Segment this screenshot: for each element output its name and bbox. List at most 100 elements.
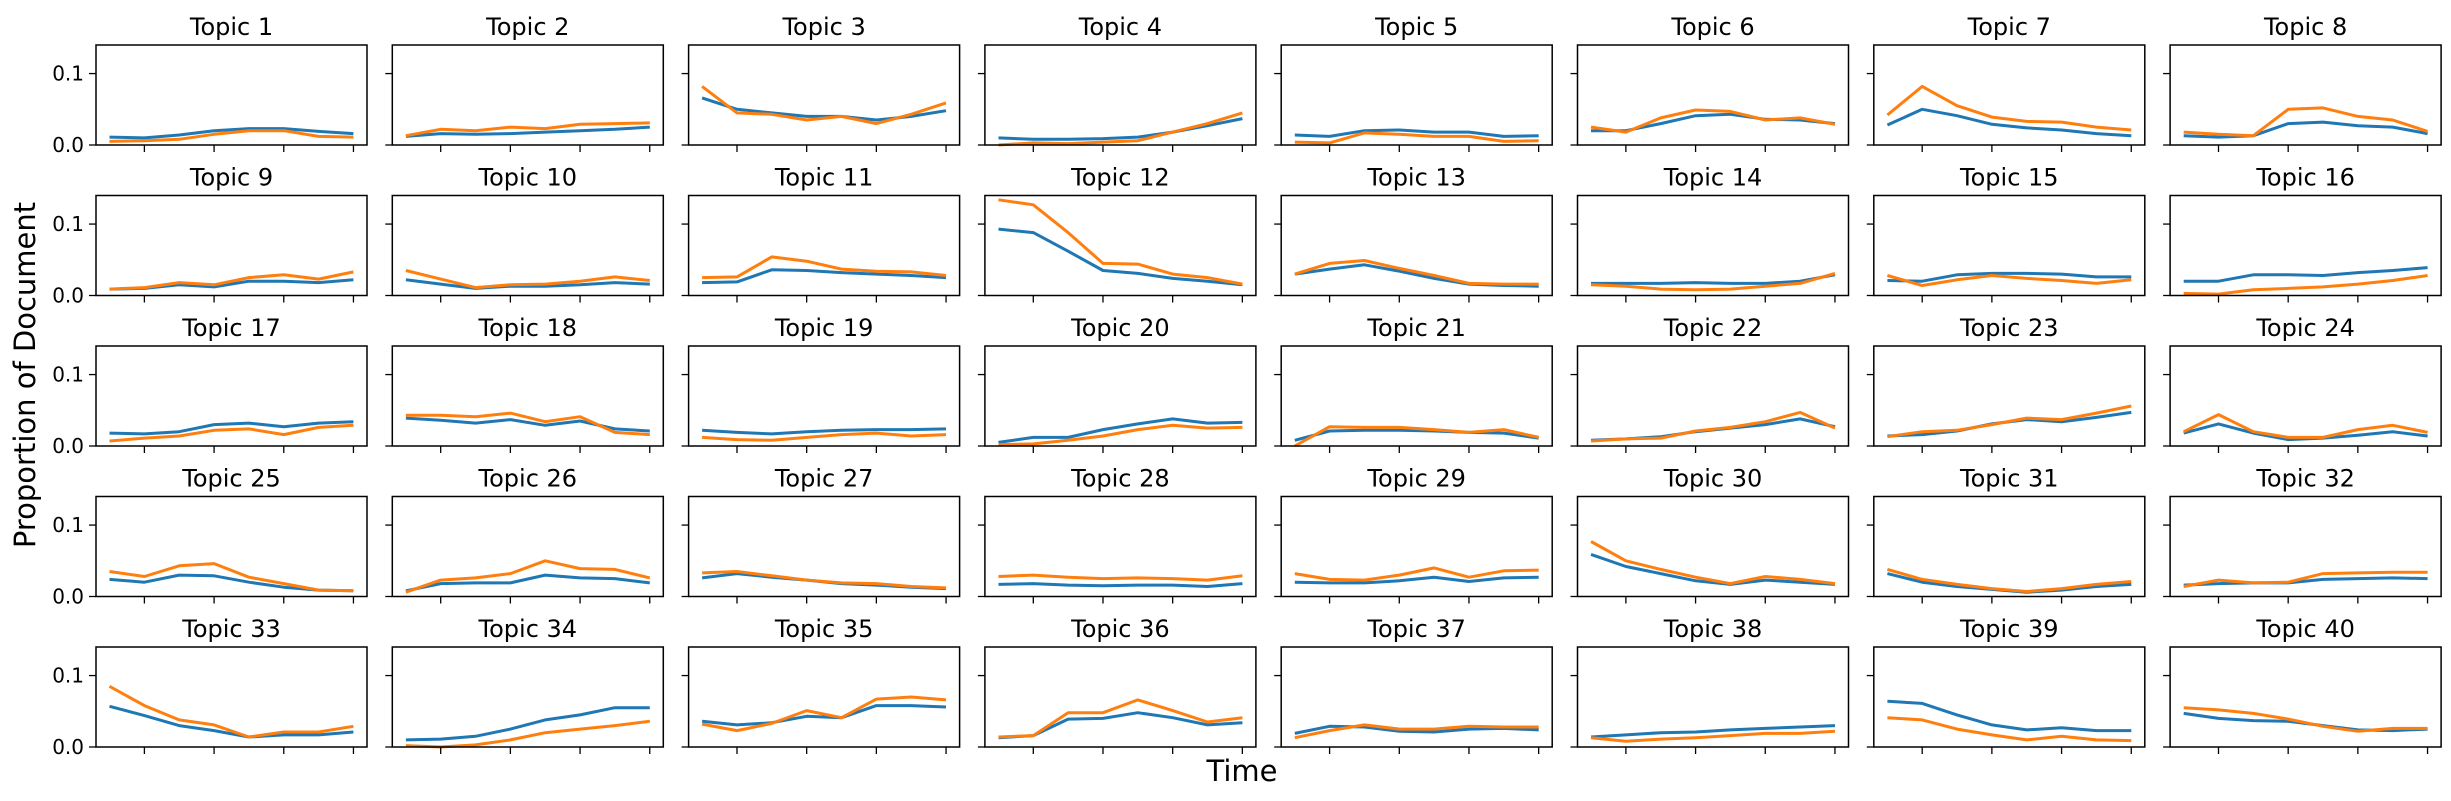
panel-frame: [1280, 44, 1553, 146]
topic-panel: Topic 14: [1570, 164, 1850, 303]
panel-title: Topic 39: [1959, 615, 2059, 643]
series-line: [1590, 108, 1836, 134]
panel-frame: [2169, 194, 2442, 297]
series-line: [702, 570, 947, 590]
series-line: [702, 427, 947, 436]
topic-panel: Topic 24: [2163, 314, 2442, 453]
series-line: [1294, 723, 1539, 740]
series-line: [109, 127, 354, 140]
topic-panel: Topic 17 0.0 0.1: [52, 314, 368, 458]
panel-title: Topic 9: [189, 164, 273, 192]
series-line: [2183, 413, 2428, 439]
panel-frame: [984, 495, 1257, 598]
panel-title: Topic 33: [181, 615, 281, 643]
panel-title: Topic 4: [1078, 13, 1162, 41]
topic-panel: Topic 15: [1866, 164, 2146, 303]
panel-frame: [2169, 495, 2442, 598]
topic-panel: Topic 1 0.0 0.1: [52, 13, 368, 157]
series-line: [109, 129, 354, 143]
panel-frame: [95, 495, 368, 598]
panel-frame: [687, 646, 961, 748]
panel-title: Topic 3: [781, 13, 865, 41]
y-tick-label: 0.0: [52, 585, 84, 609]
series-line: [1886, 567, 2132, 593]
y-tick-label: 0.1: [52, 664, 84, 688]
topic-panel: Topic 6: [1570, 13, 1850, 152]
topic-panel: Topic 16: [2163, 164, 2442, 303]
series-line: [998, 117, 1243, 141]
topic-panel: Topic 18: [385, 314, 665, 453]
series-line: [109, 704, 354, 739]
panel-title: Topic 22: [1663, 314, 1763, 342]
series-line: [998, 582, 1243, 588]
panel-title: Topic 27: [774, 465, 874, 493]
panel-frame: [1280, 345, 1553, 447]
series-line: [1590, 552, 1836, 586]
series-line: [1294, 425, 1540, 448]
series-line: [1886, 107, 2132, 138]
y-tick-label: 0.0: [52, 284, 84, 308]
series-line: [2183, 274, 2428, 296]
y-tick-label: 0.1: [52, 212, 84, 236]
series-line: [2183, 266, 2428, 283]
series-line: [1590, 271, 1836, 292]
topic-panel: Topic 13: [1274, 164, 1553, 303]
panel-title: Topic 11: [774, 164, 874, 192]
panel-title: Topic 13: [1366, 164, 1466, 192]
panel-title: Topic 1: [189, 13, 273, 41]
topic-panel: Topic 38: [1570, 615, 1850, 754]
panel-frame: [984, 194, 1257, 297]
panel-title: Topic 21: [1366, 314, 1466, 342]
panel-title: Topic 12: [1070, 164, 1170, 192]
topic-panel: Topic 7: [1866, 13, 2146, 152]
topic-panel: Topic 26: [385, 465, 665, 604]
panel-frame: [984, 345, 1257, 447]
topic-panel: Topic 2: [385, 13, 665, 152]
topic-panel: Topic 40: [2163, 615, 2442, 754]
panel-frame: [95, 44, 368, 146]
topic-panel: Topic 33 0.0 0.1: [52, 615, 368, 759]
series-line: [1887, 404, 2132, 439]
panel-frame: [687, 495, 961, 598]
series-line: [405, 269, 650, 290]
series-line: [405, 706, 650, 742]
series-line: [405, 573, 650, 593]
series-line: [2183, 576, 2428, 587]
topic-panel: Topic 10: [385, 164, 665, 303]
series-line: [1294, 575, 1539, 585]
topic-panel: Topic 23: [1866, 314, 2146, 453]
series-line: [701, 695, 947, 733]
series-line: [405, 121, 650, 138]
series-line: [998, 227, 1243, 287]
y-tick-label: 0.1: [52, 513, 84, 537]
panel-frame: [1576, 194, 1850, 297]
panel-frame: [95, 345, 368, 447]
series-line: [405, 278, 650, 290]
panel-frame: [95, 194, 368, 297]
topic-panel: Topic 36: [977, 615, 1257, 754]
series-line: [1294, 131, 1539, 145]
series-line: [405, 125, 650, 138]
panel-title: Topic 6: [1670, 13, 1754, 41]
panel-frame: [1576, 495, 1850, 598]
panel-frame: [391, 345, 665, 447]
panel-title: Topic 8: [2263, 13, 2347, 41]
series-line: [405, 411, 650, 437]
topic-panel: Topic 19: [681, 314, 961, 453]
y-tick-label: 0.0: [52, 133, 84, 157]
panel-frame: [95, 646, 368, 748]
panel-title: Topic 31: [1959, 465, 2059, 493]
series-line: [1294, 259, 1539, 286]
panel-frame: [1576, 345, 1850, 447]
series-line: [1887, 699, 2132, 733]
panel-title: Topic 15: [1959, 164, 2059, 192]
topic-panel: Topic 3: [681, 13, 961, 152]
y-tick-label: 0.1: [52, 363, 84, 387]
panel-frame: [1576, 646, 1850, 748]
panel-title: Topic 28: [1070, 465, 1170, 493]
panel-frame: [687, 44, 961, 146]
topic-panel: Topic 31: [1866, 465, 2146, 604]
panel-frame: [1280, 495, 1553, 598]
series-line: [1590, 729, 1836, 743]
panel-frame: [2169, 345, 2442, 447]
